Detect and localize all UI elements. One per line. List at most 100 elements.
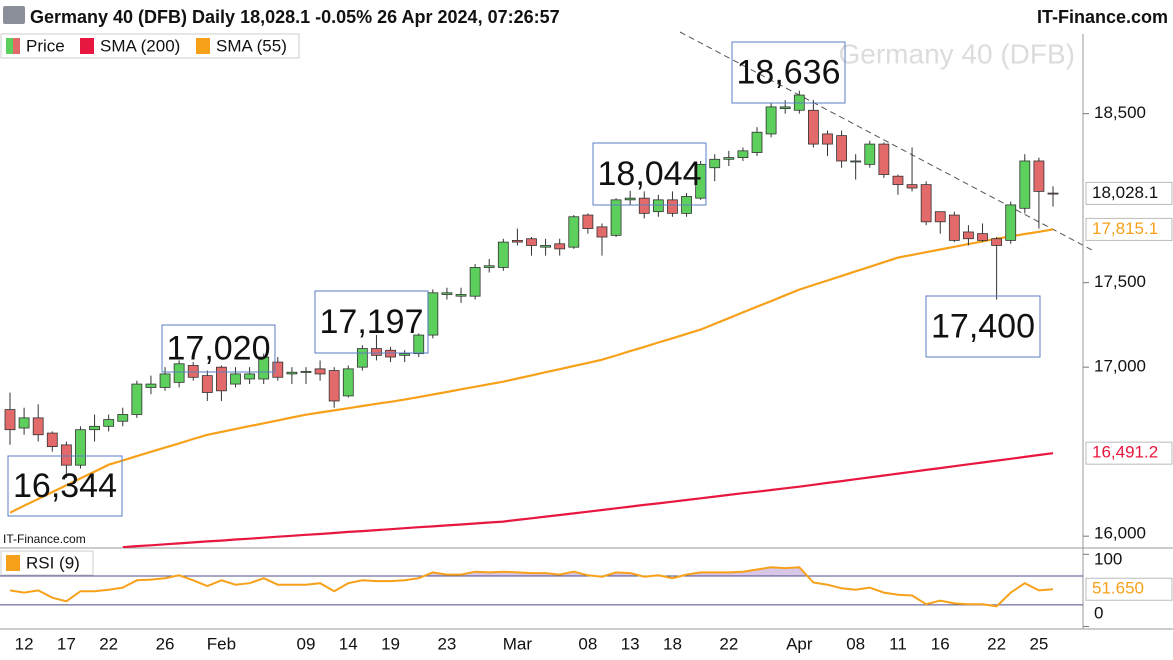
candle-body — [18, 417, 30, 429]
candle-body — [906, 184, 918, 189]
legend-swatch — [13, 38, 20, 54]
candle-body — [836, 135, 847, 162]
candle-body — [850, 160, 862, 163]
x-tick-label: 08 — [578, 634, 597, 653]
price-plot — [4, 90, 1059, 548]
candle-body — [963, 231, 974, 240]
x-tick-label: 22 — [719, 634, 738, 653]
candle-body — [60, 444, 72, 466]
legend: Price SMA (200) SMA (55) — [6, 36, 287, 55]
candle-body — [497, 241, 509, 268]
candle-body — [582, 214, 594, 229]
x-tick-label: 12 — [15, 634, 34, 653]
legend-label: RSI (9) — [26, 553, 80, 572]
legend-swatch — [196, 38, 210, 54]
candle-body — [89, 425, 100, 431]
value-badge — [1085, 181, 1173, 205]
line — [9, 228, 1054, 514]
annotation: 17,400 — [931, 307, 1035, 345]
candle-body — [371, 348, 382, 356]
x-tick-label: 22 — [99, 634, 118, 653]
candle-body — [145, 383, 157, 388]
candle-body — [46, 432, 58, 447]
candle-body — [638, 197, 650, 214]
candle-body — [934, 211, 946, 223]
candle-body — [822, 133, 833, 145]
annotation: 18,044 — [598, 155, 702, 193]
candle-body — [103, 419, 115, 427]
candle-body — [751, 131, 763, 153]
x-tick-label: 14 — [339, 634, 358, 653]
candle-body — [920, 184, 932, 223]
candle-body — [779, 106, 791, 109]
y-tick-label: 18,500 — [1094, 103, 1146, 122]
y-tick-label: 17,500 — [1094, 272, 1146, 291]
candle-body — [159, 373, 171, 388]
candle-body — [173, 363, 185, 383]
plot-layer: 16,000 17,000 17,500 18,500 0 100 12 17 22 26 Feb 0… — [0, 41, 1173, 653]
candle-body — [1019, 160, 1031, 209]
candle-body — [385, 349, 396, 358]
value-badge — [1085, 217, 1173, 241]
candle-body — [948, 214, 960, 241]
candle-body — [709, 158, 721, 169]
y-tick-label: 0 — [1094, 603, 1103, 622]
candle-body — [892, 175, 904, 186]
candle-body — [624, 197, 636, 201]
candle-body — [977, 233, 988, 241]
candle-body — [483, 265, 495, 268]
x-tick-label: Mar — [503, 634, 533, 653]
x-tick-label: 11 — [889, 634, 907, 653]
annotation-box — [7, 455, 123, 517]
candle-body — [469, 267, 481, 297]
x-tick-label: 08 — [846, 634, 865, 653]
annotation: 16,344 — [13, 467, 117, 505]
x-tick-label: 26 — [156, 634, 175, 653]
line — [9, 566, 1054, 608]
x-tick-label: 13 — [621, 634, 640, 653]
candle-body — [667, 199, 678, 214]
annotation: 18,636 — [737, 53, 841, 91]
candle-body — [201, 375, 213, 393]
value-badge-label: 51.650 — [1092, 579, 1144, 598]
annotation: 17,197 — [320, 303, 424, 341]
candle-body — [765, 106, 777, 135]
candle-body — [554, 243, 566, 250]
candle-body — [455, 294, 467, 297]
candle-body — [399, 353, 411, 356]
candle-body — [300, 370, 312, 373]
candle-body — [878, 143, 890, 175]
x-tick-label: 09 — [297, 634, 316, 653]
candle-body — [216, 366, 227, 392]
x-tick-label: 18 — [663, 634, 682, 653]
value-badge-label: 16,491.2 — [1092, 443, 1158, 462]
y-tick-label: 17,000 — [1094, 357, 1146, 376]
annotation-box — [731, 41, 846, 104]
x-tick-label: Feb — [207, 634, 236, 653]
x-tick-label: 23 — [437, 634, 456, 653]
annotation-box — [161, 324, 276, 373]
candle-body — [441, 292, 453, 295]
candle-body — [75, 429, 86, 466]
candle-body — [258, 356, 270, 380]
candle-body — [1005, 204, 1017, 241]
header-bar — [0, 0, 1173, 34]
x-tick-label: 25 — [1029, 634, 1048, 653]
annotation: 17,020 — [167, 329, 271, 367]
candle-body — [864, 143, 876, 165]
y-tick-label: 16,000 — [1094, 523, 1146, 542]
candle-body — [117, 414, 129, 422]
brand: IT-Finance.com — [1037, 7, 1168, 27]
candle-body — [187, 365, 199, 378]
candle-body — [737, 150, 749, 158]
legend-label: SMA (55) — [216, 36, 287, 55]
chart-title: Germany 40 (DFB) Daily 18,028.1 -0.05% 2… — [30, 7, 560, 27]
candle-body — [413, 334, 425, 355]
y-tick-label: 100 — [1094, 549, 1122, 568]
watermark: Germany 40 (DFB) — [839, 38, 1076, 69]
candle-body — [342, 368, 354, 397]
legend-swatch — [80, 38, 94, 54]
candle-body — [568, 216, 580, 248]
overbought-fill — [10, 567, 1053, 576]
line — [122, 452, 1054, 548]
